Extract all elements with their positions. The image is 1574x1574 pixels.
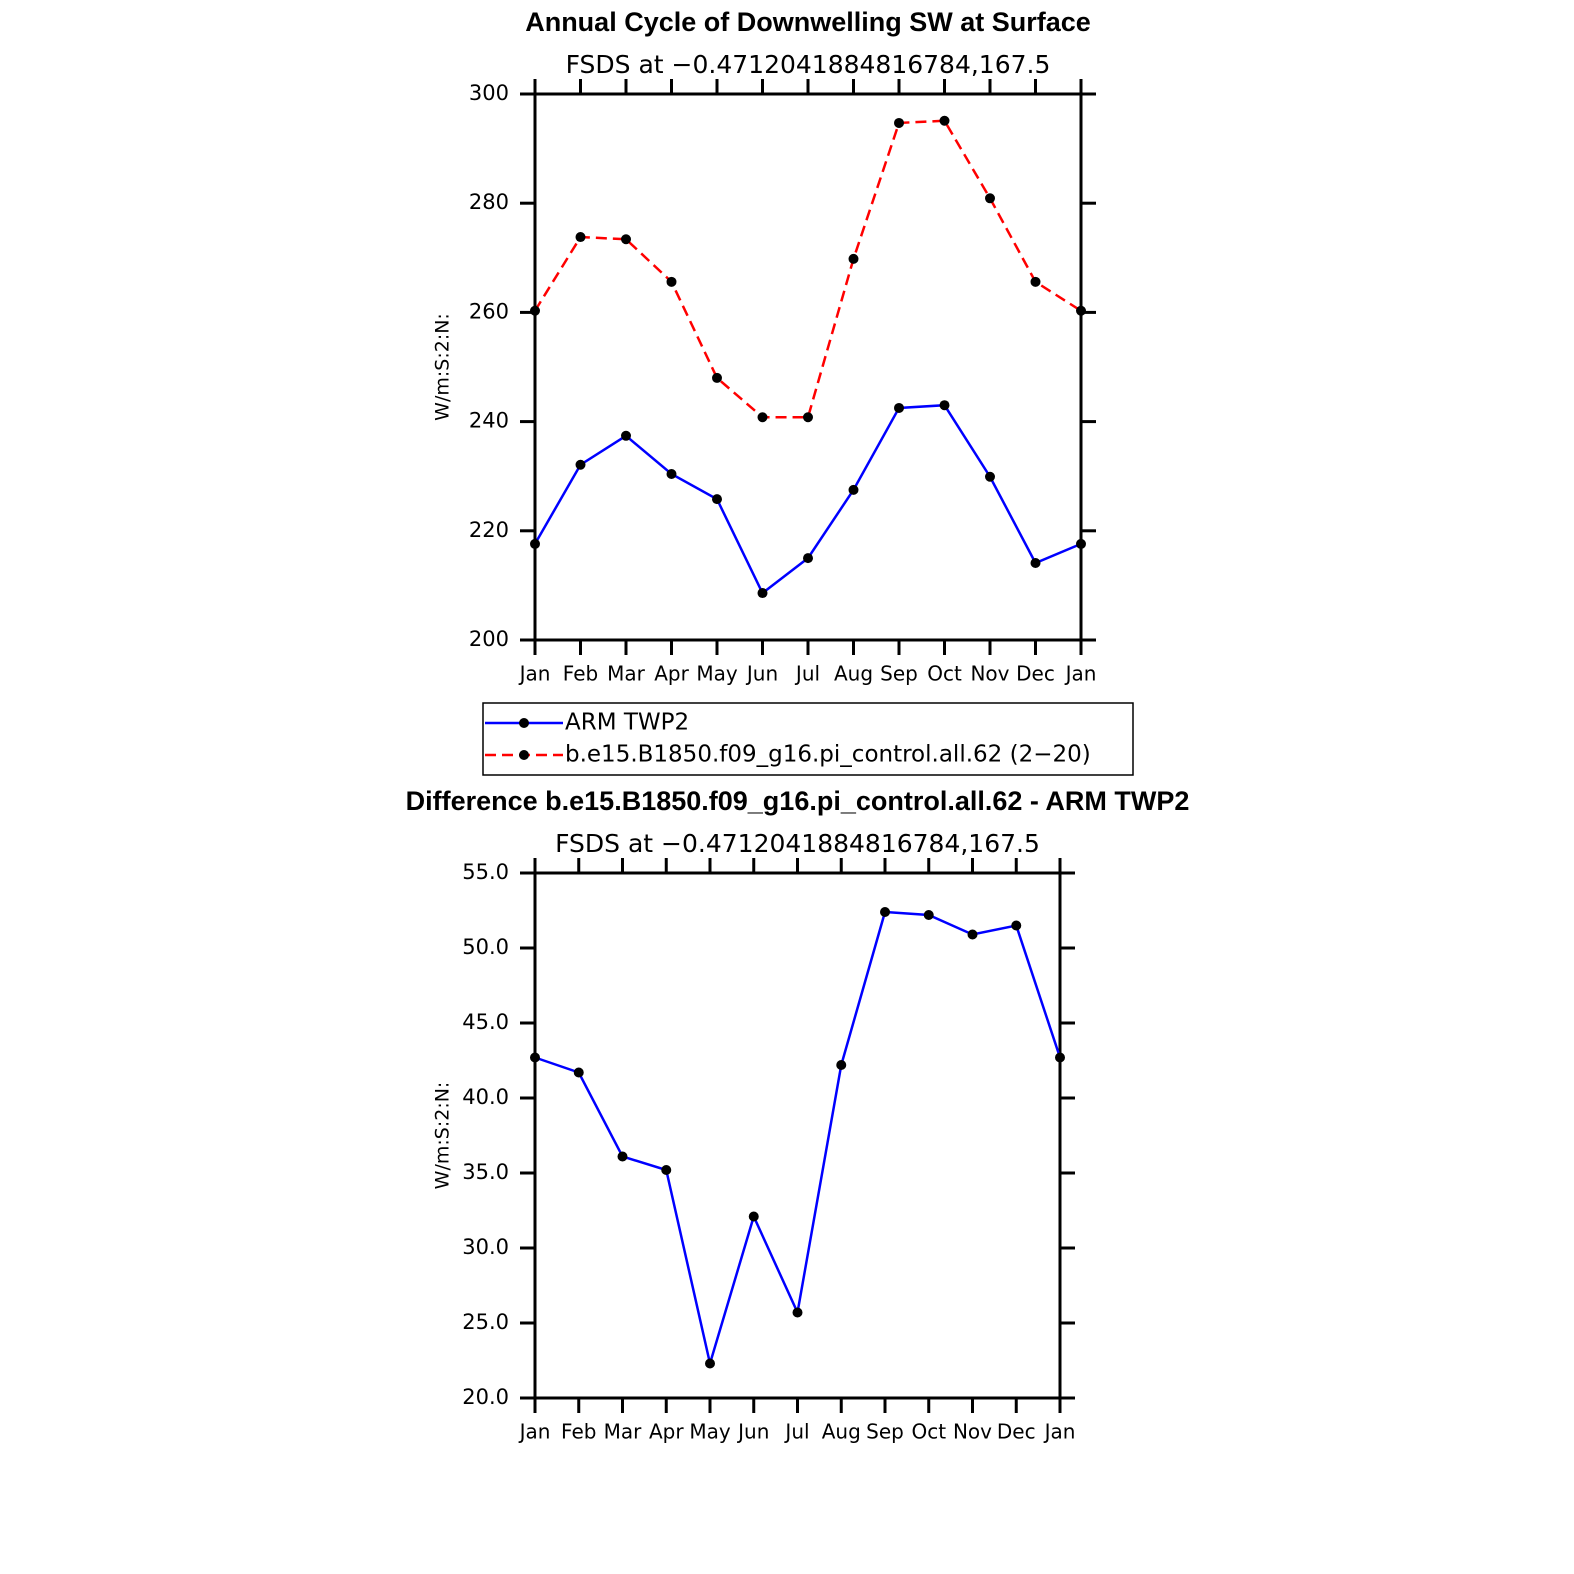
data-point	[530, 305, 540, 316]
data-point	[748, 1211, 759, 1222]
x-tick-label: Oct	[927, 662, 962, 686]
x-tick-label: Feb	[563, 662, 598, 686]
chart-subtitle: FSDS at −0.4712041884816784,167.5	[566, 50, 1051, 79]
y-tick-label: 300	[469, 81, 509, 105]
data-point	[939, 400, 950, 411]
data-point	[848, 484, 859, 495]
data-point	[1030, 558, 1041, 569]
y-tick-label: 45.0	[462, 1010, 509, 1034]
legend-label: ARM TWP2	[565, 710, 689, 736]
data-point	[1011, 920, 1022, 931]
x-tick-label: Mar	[604, 1420, 643, 1444]
data-point	[621, 430, 631, 441]
data-point	[1055, 1052, 1065, 1063]
y-tick-label: 50.0	[462, 935, 509, 959]
data-point	[666, 276, 677, 287]
data-point	[757, 412, 768, 423]
x-tick-label: Aug	[822, 1420, 861, 1444]
data-point	[712, 494, 722, 505]
x-tick-label: Jan	[1043, 1420, 1076, 1444]
y-tick-label: 25.0	[462, 1310, 509, 1334]
series-line	[534, 910, 1062, 1369]
y-axis-label: W/m:S:2:N:	[432, 313, 454, 421]
x-tick-label: Jul	[783, 1420, 809, 1444]
plot-frame	[533, 871, 1062, 1400]
chart-title: Annual Cycle of Downwelling SW at Surfac…	[525, 7, 1091, 37]
x-tick-label: Sep	[880, 662, 918, 686]
data-point	[1030, 276, 1041, 287]
x-tick-label: Dec	[1016, 662, 1055, 686]
data-point	[985, 193, 995, 204]
data-point	[1076, 305, 1086, 316]
x-tick-label: Aug	[834, 662, 873, 686]
chart-subtitle: FSDS at −0.4712041884816784,167.5	[555, 829, 1040, 858]
legend-box	[482, 702, 1134, 776]
data-point	[757, 588, 768, 599]
y-tick-label: 40.0	[462, 1085, 509, 1109]
x-tick-label: Apr	[654, 662, 689, 686]
y-tick-label: 260	[469, 299, 509, 323]
x-tick-label: Apr	[649, 1420, 684, 1444]
y-tick-label: 55.0	[462, 860, 509, 884]
y-tick-label: 200	[469, 627, 509, 651]
x-tick-label: Jan	[1064, 662, 1097, 686]
data-point	[792, 1307, 803, 1318]
x-tick-label: Oct	[911, 1420, 946, 1444]
data-point	[939, 115, 950, 126]
data-point	[575, 459, 586, 470]
series-line	[533, 119, 1082, 419]
x-tick-label: May	[689, 1420, 731, 1444]
series-line	[533, 403, 1082, 595]
data-point	[985, 471, 995, 482]
data-point	[894, 117, 904, 128]
data-point	[1076, 538, 1086, 549]
data-point	[923, 910, 934, 920]
y-tick-label: 220	[469, 518, 509, 542]
data-point	[880, 907, 890, 917]
x-tick-label: Jan	[518, 662, 551, 686]
legend-marker	[519, 718, 529, 728]
data-point	[666, 469, 677, 480]
x-tick-label: Jun	[736, 1420, 769, 1444]
x-tick-label: Jan	[518, 1420, 551, 1444]
data-point	[894, 402, 904, 413]
y-tick-label: 240	[469, 409, 509, 433]
data-point	[705, 1358, 715, 1369]
x-tick-label: Sep	[866, 1420, 904, 1444]
chart-title: Difference b.e15.B1850.f09_g16.pi_contro…	[406, 786, 1190, 816]
data-point	[573, 1067, 584, 1078]
y-tick-label: 35.0	[462, 1160, 509, 1184]
data-point	[803, 553, 813, 564]
x-tick-label: Dec	[997, 1420, 1036, 1444]
x-tick-label: Mar	[607, 662, 646, 686]
data-point	[575, 232, 586, 243]
x-tick-label: Nov	[953, 1420, 992, 1444]
data-point	[967, 929, 978, 940]
y-tick-label: 280	[469, 190, 509, 214]
legend-marker	[519, 750, 529, 760]
data-point	[661, 1165, 672, 1175]
data-point	[712, 372, 722, 383]
x-tick-label: Jun	[745, 662, 778, 686]
data-point	[621, 234, 631, 245]
data-point	[530, 1052, 540, 1063]
y-tick-label: 30.0	[462, 1235, 509, 1259]
data-point	[617, 1151, 628, 1162]
data-point	[848, 253, 859, 264]
data-point	[530, 538, 540, 549]
y-axis-label: W/m:S:2:N:	[432, 1082, 454, 1190]
x-tick-label: Feb	[561, 1420, 596, 1444]
data-point	[836, 1060, 847, 1070]
data-point	[803, 412, 813, 423]
legend-label: b.e15.B1850.f09_g16.pi_control.all.62 (2…	[565, 742, 1091, 768]
y-tick-label: 20.0	[462, 1385, 509, 1409]
x-tick-label: Jul	[794, 662, 820, 686]
x-tick-label: May	[696, 662, 738, 686]
x-tick-label: Nov	[970, 662, 1009, 686]
